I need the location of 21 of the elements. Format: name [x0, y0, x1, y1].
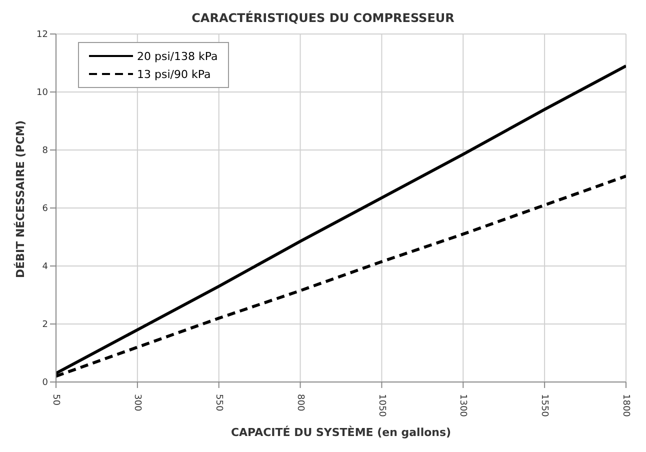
x-tick-label: 1050 — [376, 394, 386, 418]
y-tick-label: 8 — [42, 146, 48, 156]
chart-title: CARACTÉRISTIQUES DU COMPRESSEUR — [190, 10, 456, 27]
x-tick-label: 550 — [213, 394, 224, 412]
x-tick-label: 1550 — [539, 394, 550, 418]
x-tick-label: 1800 — [620, 394, 631, 418]
y-axis-title: DÉBIT NÉCESSAIRE (PCM) — [12, 120, 27, 278]
y-tick-label: 4 — [42, 262, 48, 272]
legend-label: 20 psi/138 kPa — [137, 50, 218, 62]
y-tick-label: 6 — [42, 204, 48, 214]
x-tick-label: 300 — [132, 394, 142, 412]
line-series — [56, 64, 626, 375]
x-tick-label: 800 — [294, 394, 305, 412]
x-tick-label: 1300 — [458, 394, 468, 418]
x-axis-title: CAPACITÉ DU SYSTÈME (en gallons) — [230, 425, 452, 439]
y-tick-label: 2 — [42, 320, 48, 330]
x-tick-label: 50 — [50, 394, 61, 406]
y-tick-label: 10 — [36, 88, 48, 98]
y-tick-label: 0 — [42, 378, 48, 388]
legend-label: 13 psi/90 kPa — [137, 68, 211, 80]
y-tick-label: 12 — [36, 30, 48, 40]
